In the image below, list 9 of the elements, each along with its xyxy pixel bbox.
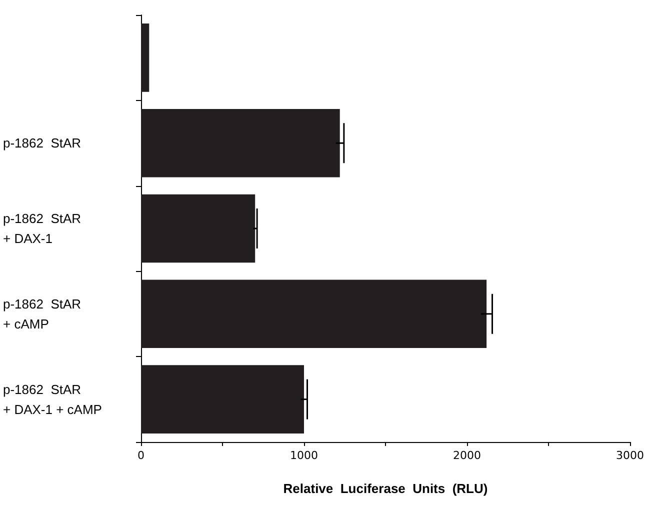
y-tick-label: p-1862 StAR: [3, 136, 82, 151]
x-tick-label: 3000: [616, 449, 644, 462]
y-tick-label: p-1862 StAR + cAMP: [3, 296, 82, 332]
x-tick-label: 1000: [290, 449, 318, 462]
y-tick-label: p-1862 StAR + DAX-1 + cAMP: [3, 382, 102, 417]
x-tick-label: 0: [138, 449, 144, 462]
y-tick-label: p-1862 StAR + DAX-1: [3, 211, 82, 246]
x-axis-title: Relative Luciferase Units (RLU): [283, 481, 488, 496]
x-tick-label: 2000: [453, 449, 481, 462]
